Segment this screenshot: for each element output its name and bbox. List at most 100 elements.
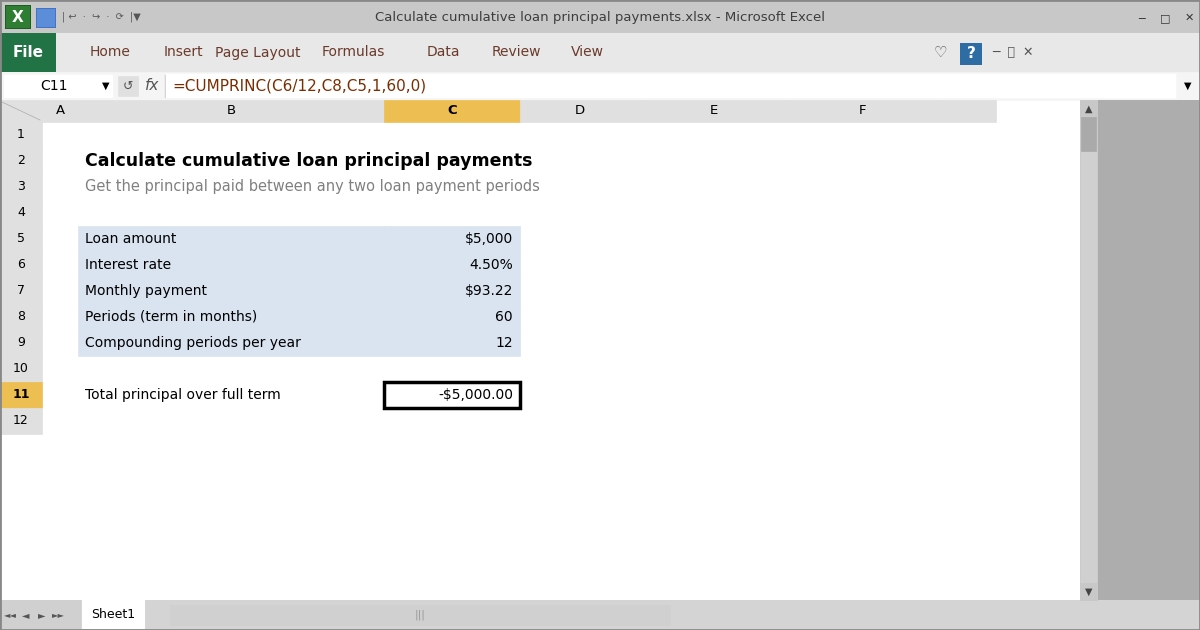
Bar [78,122,384,148]
Bar [640,278,788,304]
Bar [384,382,520,408]
Bar [78,304,384,330]
Bar [520,122,640,148]
Bar [640,148,788,174]
Bar [520,252,640,278]
Bar [384,148,520,174]
Text: View: View [570,45,604,59]
Bar [118,76,138,96]
Bar [520,382,640,408]
Bar [1178,9,1200,27]
Bar [42,226,78,252]
Bar [78,382,384,408]
Bar [520,200,640,226]
Text: Data: Data [426,45,460,59]
Bar [640,100,788,122]
Bar [520,226,640,252]
Bar [384,252,520,278]
Text: Interest rate: Interest rate [85,258,172,272]
Bar [78,252,384,278]
Bar [0,72,1200,100]
Bar [36,8,56,28]
Text: E: E [710,105,718,118]
Text: 1: 1 [17,129,25,142]
Bar [1130,9,1152,27]
Text: Loan amount: Loan amount [85,232,176,246]
Text: 7: 7 [17,285,25,297]
Text: Sheet1: Sheet1 [91,609,136,622]
Text: ▲: ▲ [1085,103,1092,113]
Bar [384,382,520,408]
Text: Page Layout: Page Layout [215,45,301,59]
Bar [640,200,788,226]
Text: Get the principal paid between any two loan payment periods: Get the principal paid between any two l… [85,180,540,195]
Text: ◄◄: ◄◄ [4,610,17,619]
Bar [0,356,42,382]
Text: ►►: ►► [52,610,65,619]
Bar [520,148,640,174]
Bar [78,330,384,356]
Bar [520,304,640,330]
Bar [384,408,520,434]
Text: -$5,000.00: -$5,000.00 [438,388,514,402]
Bar [78,174,384,200]
Bar [640,382,788,408]
Text: 12: 12 [13,415,29,428]
Bar [384,122,520,148]
Bar [82,600,144,628]
Bar [78,330,384,356]
Text: ▼: ▼ [1085,587,1092,597]
Bar [1080,583,1097,600]
Bar [0,226,42,252]
Bar [640,408,788,434]
Text: Monthly payment: Monthly payment [85,284,208,298]
Text: 10: 10 [13,362,29,375]
Bar [640,226,788,252]
Bar [42,278,78,304]
Bar [788,174,936,200]
Bar [78,382,384,408]
Bar [0,174,42,200]
Bar [640,330,788,356]
Text: 60: 60 [496,310,514,324]
Text: Compounding periods per year: Compounding periods per year [85,336,301,350]
Bar [0,330,42,356]
Bar [384,278,520,304]
Bar [384,174,520,200]
Bar [788,304,936,330]
Text: Periods (term in months): Periods (term in months) [85,310,257,324]
Bar [4,75,112,97]
Text: ▼: ▼ [102,81,109,91]
Bar [788,122,936,148]
Bar [0,408,42,434]
Text: Formulas: Formulas [322,45,385,59]
Text: ▼: ▼ [1184,81,1192,91]
Text: ─  ⧉  ✕: ─ ⧉ ✕ [992,46,1033,59]
Text: A: A [55,105,65,118]
Bar [78,100,384,122]
Bar [520,174,640,200]
Bar [788,278,936,304]
Bar [640,304,788,330]
Bar [0,252,42,278]
Bar [42,382,78,408]
Bar [0,148,42,174]
Bar [960,43,982,65]
Text: Insert: Insert [163,45,203,59]
Bar [0,600,1200,630]
Text: 5: 5 [17,232,25,246]
Text: 4: 4 [17,207,25,219]
Text: ?: ? [966,47,976,62]
Bar [42,100,78,122]
Bar [670,600,1200,630]
Bar [0,382,42,408]
Text: 6: 6 [17,258,25,272]
Bar [42,174,78,200]
Bar [936,174,996,200]
Bar [78,226,384,252]
Bar [0,33,1200,72]
Text: F: F [858,105,865,118]
Bar [520,408,640,434]
Text: Review: Review [491,45,541,59]
Bar [42,356,78,382]
